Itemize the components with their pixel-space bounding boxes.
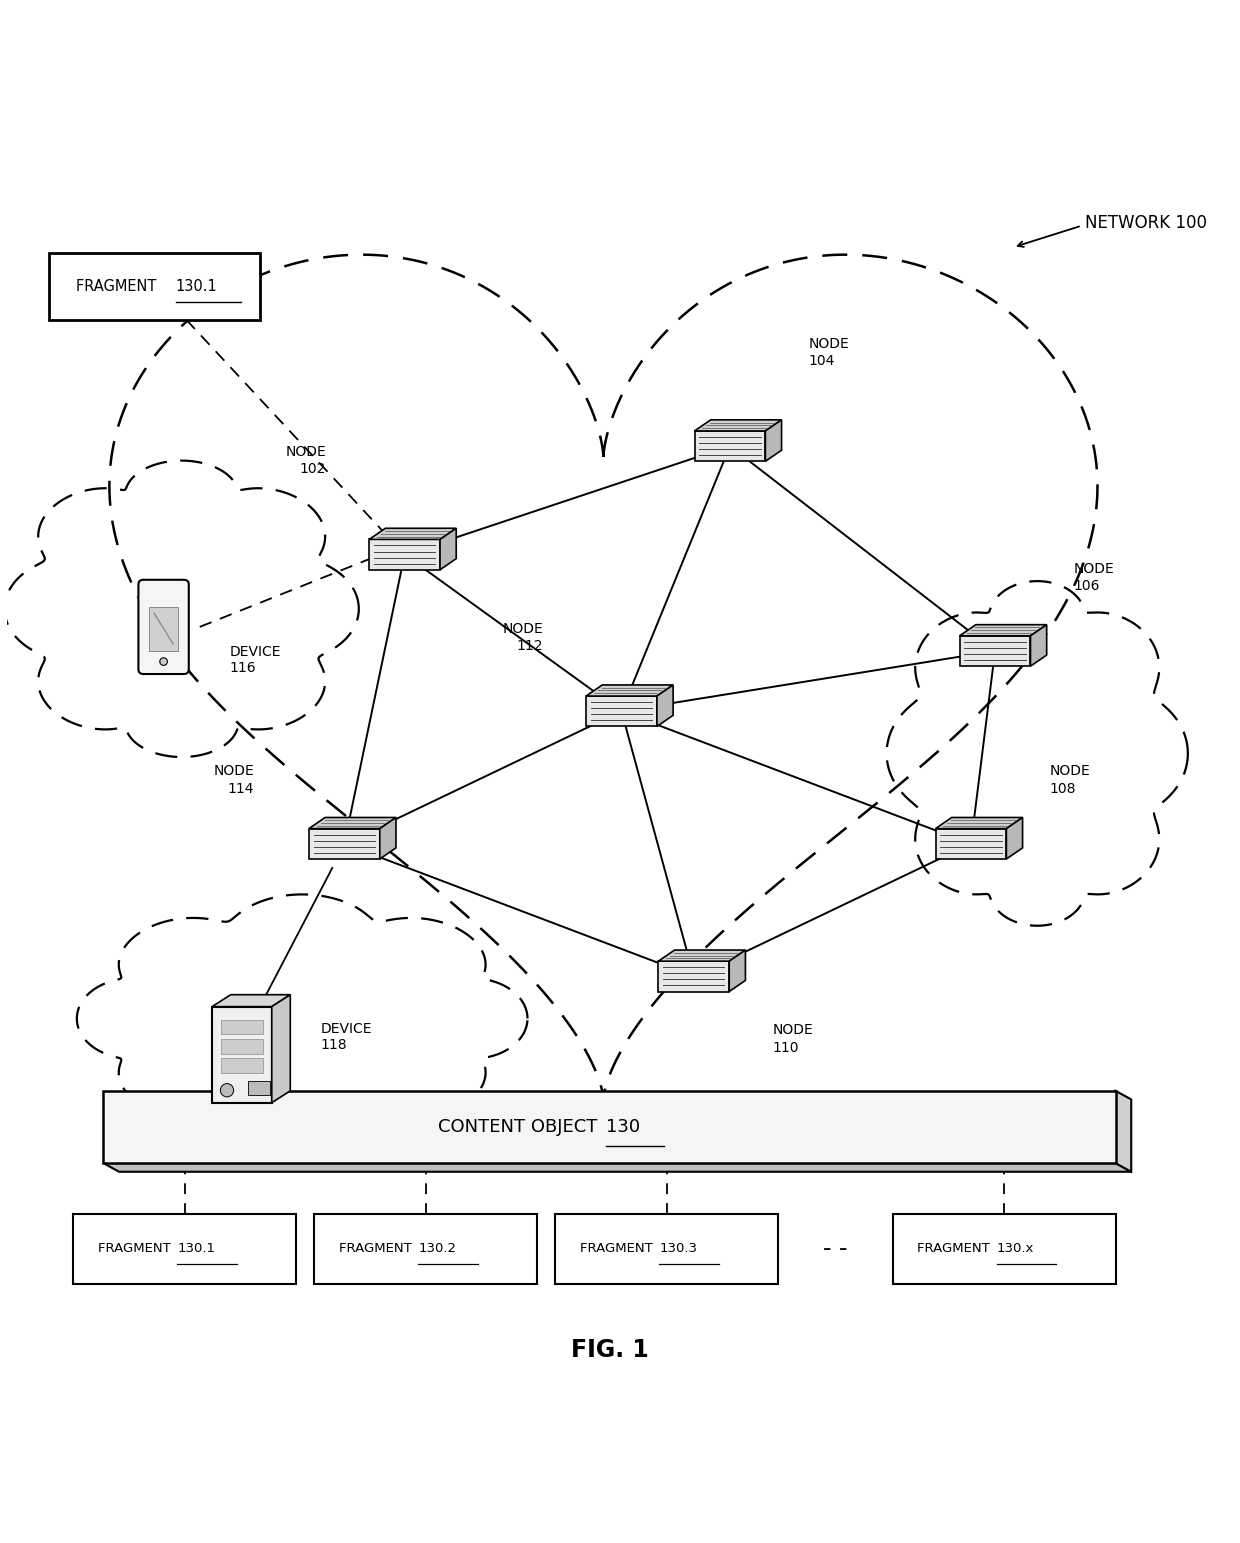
Polygon shape	[370, 528, 456, 540]
Text: 130.1: 130.1	[176, 279, 217, 295]
Polygon shape	[309, 829, 379, 859]
Polygon shape	[587, 685, 673, 696]
Text: NETWORK 100: NETWORK 100	[1085, 214, 1208, 231]
Text: 130.1: 130.1	[177, 1242, 216, 1254]
Text: CONTENT OBJECT: CONTENT OBJECT	[438, 1119, 604, 1136]
FancyBboxPatch shape	[893, 1214, 1116, 1284]
FancyBboxPatch shape	[73, 1214, 296, 1284]
Text: NODE
104: NODE 104	[808, 336, 849, 367]
Text: NODE
106: NODE 106	[1074, 562, 1114, 593]
Polygon shape	[960, 625, 1047, 636]
Polygon shape	[103, 1163, 1131, 1171]
Polygon shape	[587, 696, 657, 727]
FancyBboxPatch shape	[221, 1038, 263, 1054]
FancyBboxPatch shape	[221, 1058, 263, 1072]
Text: 130.2: 130.2	[418, 1242, 456, 1254]
Polygon shape	[440, 528, 456, 569]
FancyBboxPatch shape	[103, 1091, 1116, 1163]
Polygon shape	[212, 1006, 272, 1103]
Text: FRAGMENT: FRAGMENT	[76, 279, 161, 295]
Text: - -: - -	[823, 1236, 848, 1261]
Polygon shape	[309, 818, 396, 829]
Text: DEVICE
118: DEVICE 118	[320, 1021, 372, 1052]
Text: FRAGMENT: FRAGMENT	[918, 1242, 994, 1254]
Polygon shape	[694, 430, 765, 461]
Text: NODE
102: NODE 102	[285, 444, 326, 477]
FancyBboxPatch shape	[314, 1214, 537, 1284]
FancyBboxPatch shape	[50, 253, 260, 319]
Text: NODE
108: NODE 108	[1049, 764, 1090, 796]
Polygon shape	[379, 818, 396, 859]
Polygon shape	[658, 961, 729, 992]
FancyBboxPatch shape	[139, 580, 188, 674]
Circle shape	[160, 657, 167, 665]
Text: NODE
114: NODE 114	[213, 764, 254, 796]
Polygon shape	[658, 950, 745, 961]
Polygon shape	[1116, 1091, 1131, 1171]
Text: FRAGMENT: FRAGMENT	[580, 1242, 657, 1254]
Polygon shape	[657, 685, 673, 727]
Polygon shape	[729, 950, 745, 992]
Polygon shape	[1007, 818, 1023, 859]
Text: NODE
112: NODE 112	[502, 622, 543, 653]
Polygon shape	[694, 420, 781, 430]
Text: DEVICE
116: DEVICE 116	[229, 645, 281, 676]
Text: FRAGMENT: FRAGMENT	[98, 1242, 175, 1254]
Polygon shape	[765, 420, 781, 461]
Polygon shape	[935, 818, 1023, 829]
Text: FRAGMENT: FRAGMENT	[339, 1242, 417, 1254]
FancyBboxPatch shape	[221, 1020, 263, 1034]
Polygon shape	[212, 995, 290, 1006]
Polygon shape	[935, 829, 1007, 859]
Polygon shape	[272, 995, 290, 1103]
Polygon shape	[960, 636, 1030, 667]
FancyBboxPatch shape	[556, 1214, 779, 1284]
Text: 130: 130	[606, 1119, 640, 1136]
Circle shape	[221, 1083, 233, 1097]
Polygon shape	[1030, 625, 1047, 667]
Text: NODE
110: NODE 110	[773, 1023, 813, 1055]
Text: FIG. 1: FIG. 1	[570, 1338, 649, 1362]
FancyBboxPatch shape	[248, 1080, 269, 1096]
Text: 130.3: 130.3	[660, 1242, 697, 1254]
Polygon shape	[370, 540, 440, 569]
Polygon shape	[149, 606, 179, 651]
Text: 130.x: 130.x	[997, 1242, 1034, 1254]
